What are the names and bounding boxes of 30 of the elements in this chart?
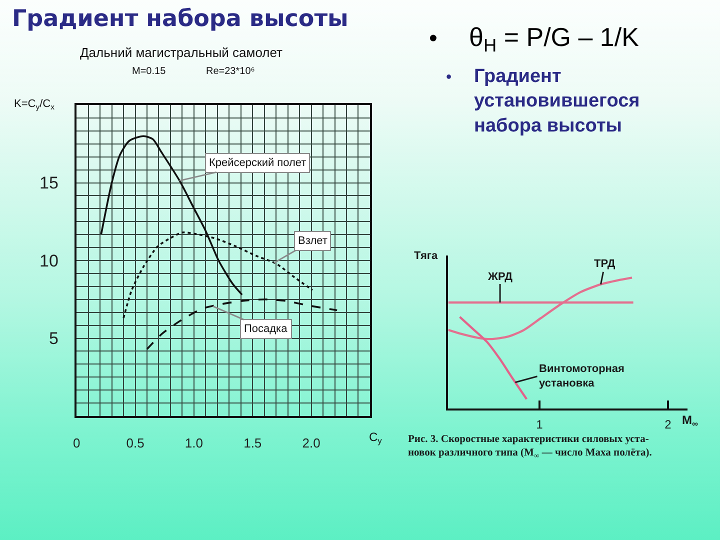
series-label: ЖРД: [487, 271, 513, 283]
line-series: [146, 298, 338, 350]
text: θ$_{Н}$ = P/G – 1/K: [469, 22, 640, 56]
text: Градиент набора высоты: [12, 6, 348, 32]
chart-title: Дальний магистральный самолет: [80, 45, 283, 60]
x-tick-label: 0: [72, 435, 80, 450]
text: Градиент установившегося набора высоты: [474, 66, 640, 136]
text: Взлет: [298, 235, 328, 247]
x-tick-label: 0.5: [126, 435, 144, 450]
y-axis-title: K=C$_{y}$/C$_{x}$: [14, 98, 55, 112]
y-tick-label: 5: [48, 329, 58, 348]
text: Re=23*10⁶: [206, 66, 255, 77]
series-label: Винтомоторная установка: [539, 363, 624, 390]
text: Рис. 3. Скоростные характеристики силовых уста- новок различного типа (M$_{∞}$ — число Маха полёта).: [408, 434, 652, 460]
y-tick-label: 10: [40, 251, 58, 270]
chart-subtitle: M=0.15: [132, 66, 166, 77]
x-tick-label: 2.0: [302, 435, 320, 450]
x-axis-title: M$_{∞}$: [682, 413, 698, 429]
x-tick-label: 2: [664, 417, 672, 432]
text: •: [429, 25, 438, 52]
y-axis-title: Тяга: [414, 250, 438, 262]
y-tick-label: 15: [40, 174, 58, 193]
x-axis-title: C$_{y}$: [369, 430, 383, 446]
x-tick-label: 1: [536, 417, 544, 432]
text: Крейсерский полет: [209, 157, 306, 169]
x-tick-label: 1.5: [244, 435, 262, 450]
series-label: Посадка: [244, 323, 288, 335]
x-tick-label: 1.0: [184, 435, 203, 450]
series-label: ТРД: [594, 258, 616, 270]
text: •: [446, 69, 452, 86]
